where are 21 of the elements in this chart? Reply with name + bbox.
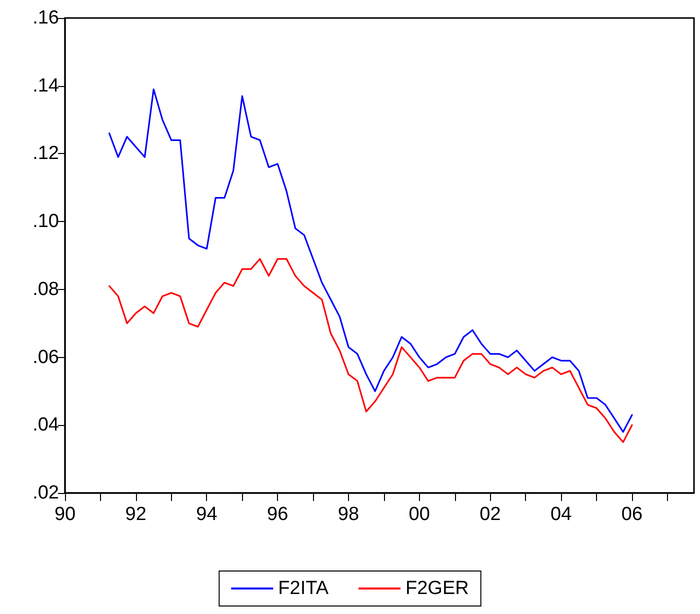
y-tick-label: .06 <box>32 346 59 368</box>
y-tick-label: .04 <box>32 414 60 436</box>
x-tick-label: 98 <box>338 504 360 525</box>
y-tick-label: .08 <box>32 278 59 300</box>
line-series <box>108 258 633 443</box>
y-tick-label: .12 <box>32 143 59 164</box>
y-tick-label: .16 <box>32 8 59 28</box>
line-series <box>108 88 633 433</box>
x-tick-label: 00 <box>408 504 430 525</box>
y-tick-label: .14 <box>32 75 60 96</box>
x-tick-label: 96 <box>267 504 288 525</box>
x-tick-label: 02 <box>480 504 501 525</box>
legend-label: F2GER <box>405 578 469 599</box>
x-tick-label: 04 <box>550 504 572 525</box>
x-tick-label: 94 <box>196 504 218 525</box>
y-tick-label: .10 <box>32 211 59 232</box>
y-tick-label: .02 <box>32 482 59 504</box>
legend-label: F2ITA <box>278 578 329 599</box>
x-tick-label: 92 <box>125 504 146 525</box>
x-tick-label: 90 <box>54 504 76 525</box>
x-tick-label: 06 <box>621 504 643 525</box>
